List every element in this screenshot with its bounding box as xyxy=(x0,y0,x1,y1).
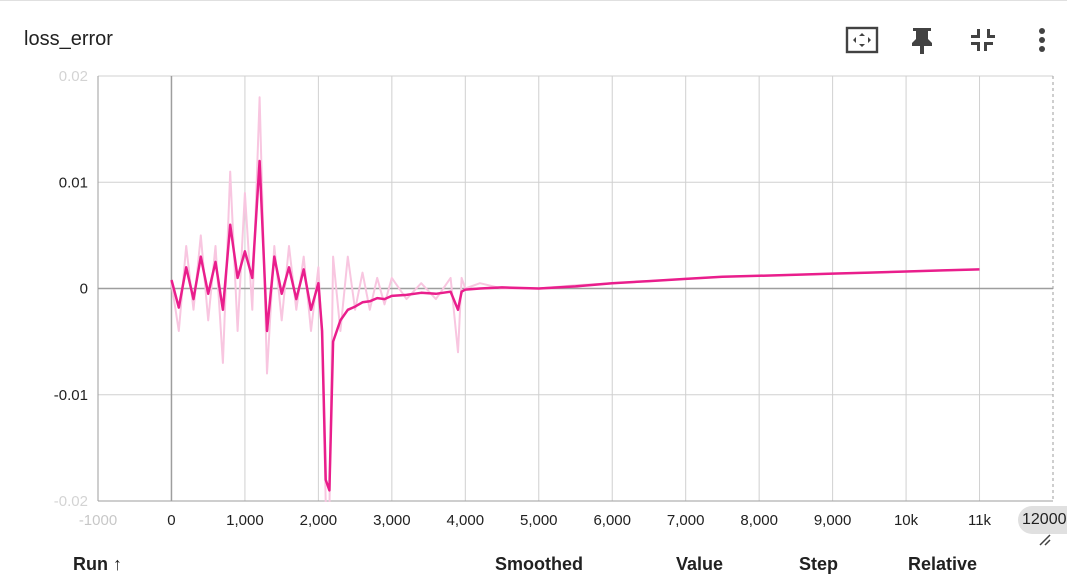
series-layer xyxy=(170,96,980,511)
collapse-button[interactable] xyxy=(965,23,999,57)
x-tick-label: 5,000 xyxy=(520,512,558,529)
series-line-raw[interactable] xyxy=(170,96,980,511)
pin-button[interactable] xyxy=(905,23,939,57)
grid xyxy=(97,75,1053,502)
y-tick-label: 0.01 xyxy=(59,174,88,191)
x-tick-label: 7,000 xyxy=(667,512,705,529)
y-tick-label: 0.02 xyxy=(59,68,88,85)
resize-handle-icon[interactable] xyxy=(1039,534,1051,546)
column-step[interactable]: Step xyxy=(799,554,839,574)
series-line-smoothed[interactable] xyxy=(170,159,980,492)
x-tick-label: 1,000 xyxy=(226,512,264,529)
column-relative[interactable]: Relative xyxy=(908,554,978,574)
fit-to-domain-icon xyxy=(845,25,879,55)
column-run[interactable]: Run ↑ xyxy=(73,554,122,574)
column-smoothed[interactable]: Smoothed xyxy=(495,554,583,574)
collapse-icon xyxy=(969,27,995,53)
x-tick-label: 2,000 xyxy=(300,512,338,529)
x-tick-label: 11k xyxy=(968,512,992,529)
fit-to-domain-button[interactable] xyxy=(845,23,879,57)
y-tick-label: -0.01 xyxy=(54,387,88,404)
y-tick-label: 0 xyxy=(80,281,88,298)
card-title: loss_error xyxy=(24,28,113,50)
x-tick-label: 8,000 xyxy=(740,512,778,529)
column-value[interactable]: Value xyxy=(676,554,724,574)
x-tick-label: 4,000 xyxy=(447,512,485,529)
tick-labels: -1000 0 1,000 2,000 3,000 4,000 5,000 6,000 7,00… xyxy=(54,68,992,529)
x-axis-end-label: 12000 xyxy=(1018,506,1067,534)
y-tick-label: -0.02 xyxy=(54,493,88,510)
pin-icon xyxy=(909,25,935,55)
more-options-button[interactable] xyxy=(1025,23,1059,57)
x-tick-label: 9,000 xyxy=(814,512,852,529)
x-tick-label: 0 xyxy=(167,512,175,529)
more-vert-icon xyxy=(1037,26,1047,54)
x-tick-label: -1000 xyxy=(79,512,117,529)
x-tick-label: 6,000 xyxy=(593,512,631,529)
x-tick-label: 10k xyxy=(894,512,919,529)
x-tick-label: 3,000 xyxy=(373,512,411,529)
